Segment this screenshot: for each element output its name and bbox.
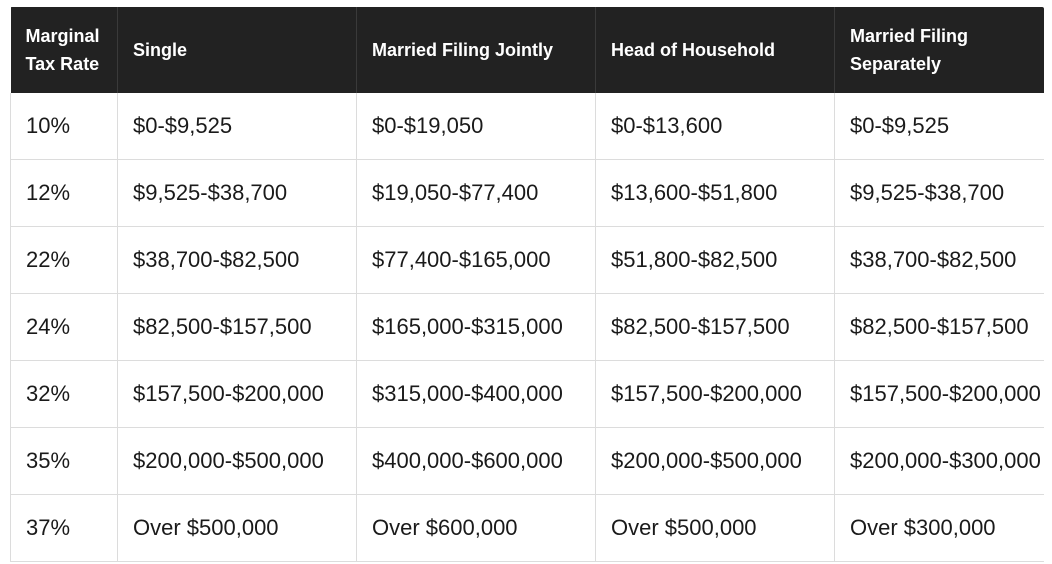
cell-married-jointly: $315,000-$400,000 [356, 360, 596, 428]
cell-head-of-household: $0-$13,600 [595, 93, 835, 160]
cell-single: $0-$9,525 [117, 93, 357, 160]
cell-single: $82,500-$157,500 [117, 293, 357, 361]
cell-head-of-household: $13,600-$51,800 [595, 159, 835, 227]
cell-rate: 32% [10, 360, 118, 428]
cell-rate: 35% [10, 427, 118, 495]
cell-rate: 24% [10, 293, 118, 361]
cell-head-of-household: $51,800-$82,500 [595, 226, 835, 294]
cell-married-jointly: $77,400-$165,000 [356, 226, 596, 294]
cell-married-separately: $38,700-$82,500 [834, 226, 1044, 294]
table-header: Marginal Tax Rate Single Married Filing … [10, 7, 1044, 93]
cell-married-separately: Over $300,000 [834, 494, 1044, 562]
table-row: 35% $200,000-$500,000 $400,000-$600,000 … [10, 427, 1044, 495]
table-body: 10% $0-$9,525 $0-$19,050 $0-$13,600 $0-$… [10, 93, 1044, 562]
cell-married-separately: $0-$9,525 [834, 93, 1044, 160]
cell-rate: 22% [10, 226, 118, 294]
header-married-filing-separately: Married Filing Separately [834, 7, 1044, 93]
header-head-of-household: Head of Household [595, 7, 835, 93]
cell-married-jointly: $400,000-$600,000 [356, 427, 596, 495]
header-married-filing-jointly: Married Filing Jointly [356, 7, 596, 93]
tax-bracket-table: Marginal Tax Rate Single Married Filing … [10, 7, 1044, 562]
cell-married-jointly: Over $600,000 [356, 494, 596, 562]
cell-rate: 10% [10, 93, 118, 160]
cell-married-separately: $157,500-$200,000 [834, 360, 1044, 428]
cell-single: $157,500-$200,000 [117, 360, 357, 428]
table-row: 32% $157,500-$200,000 $315,000-$400,000 … [10, 360, 1044, 428]
table-row: 22% $38,700-$82,500 $77,400-$165,000 $51… [10, 226, 1044, 294]
cell-married-jointly: $165,000-$315,000 [356, 293, 596, 361]
table-row: 37% Over $500,000 Over $600,000 Over $50… [10, 494, 1044, 562]
cell-single: Over $500,000 [117, 494, 357, 562]
cell-head-of-household: $157,500-$200,000 [595, 360, 835, 428]
cell-married-separately: $9,525-$38,700 [834, 159, 1044, 227]
cell-married-separately: $82,500-$157,500 [834, 293, 1044, 361]
cell-married-separately: $200,000-$300,000 [834, 427, 1044, 495]
table-row: 24% $82,500-$157,500 $165,000-$315,000 $… [10, 293, 1044, 361]
cell-head-of-household: $82,500-$157,500 [595, 293, 835, 361]
cell-married-jointly: $0-$19,050 [356, 93, 596, 160]
cell-head-of-household: $200,000-$500,000 [595, 427, 835, 495]
cell-single: $9,525-$38,700 [117, 159, 357, 227]
table-row: 12% $9,525-$38,700 $19,050-$77,400 $13,6… [10, 159, 1044, 227]
table-row: 10% $0-$9,525 $0-$19,050 $0-$13,600 $0-$… [10, 93, 1044, 160]
cell-single: $200,000-$500,000 [117, 427, 357, 495]
cell-rate: 12% [10, 159, 118, 227]
header-marginal-tax-rate: Marginal Tax Rate [10, 7, 118, 93]
cell-rate: 37% [10, 494, 118, 562]
cell-head-of-household: Over $500,000 [595, 494, 835, 562]
cell-single: $38,700-$82,500 [117, 226, 357, 294]
tax-bracket-table-container: Marginal Tax Rate Single Married Filing … [10, 7, 1044, 563]
header-single: Single [117, 7, 357, 93]
cell-married-jointly: $19,050-$77,400 [356, 159, 596, 227]
header-row: Marginal Tax Rate Single Married Filing … [10, 7, 1044, 93]
